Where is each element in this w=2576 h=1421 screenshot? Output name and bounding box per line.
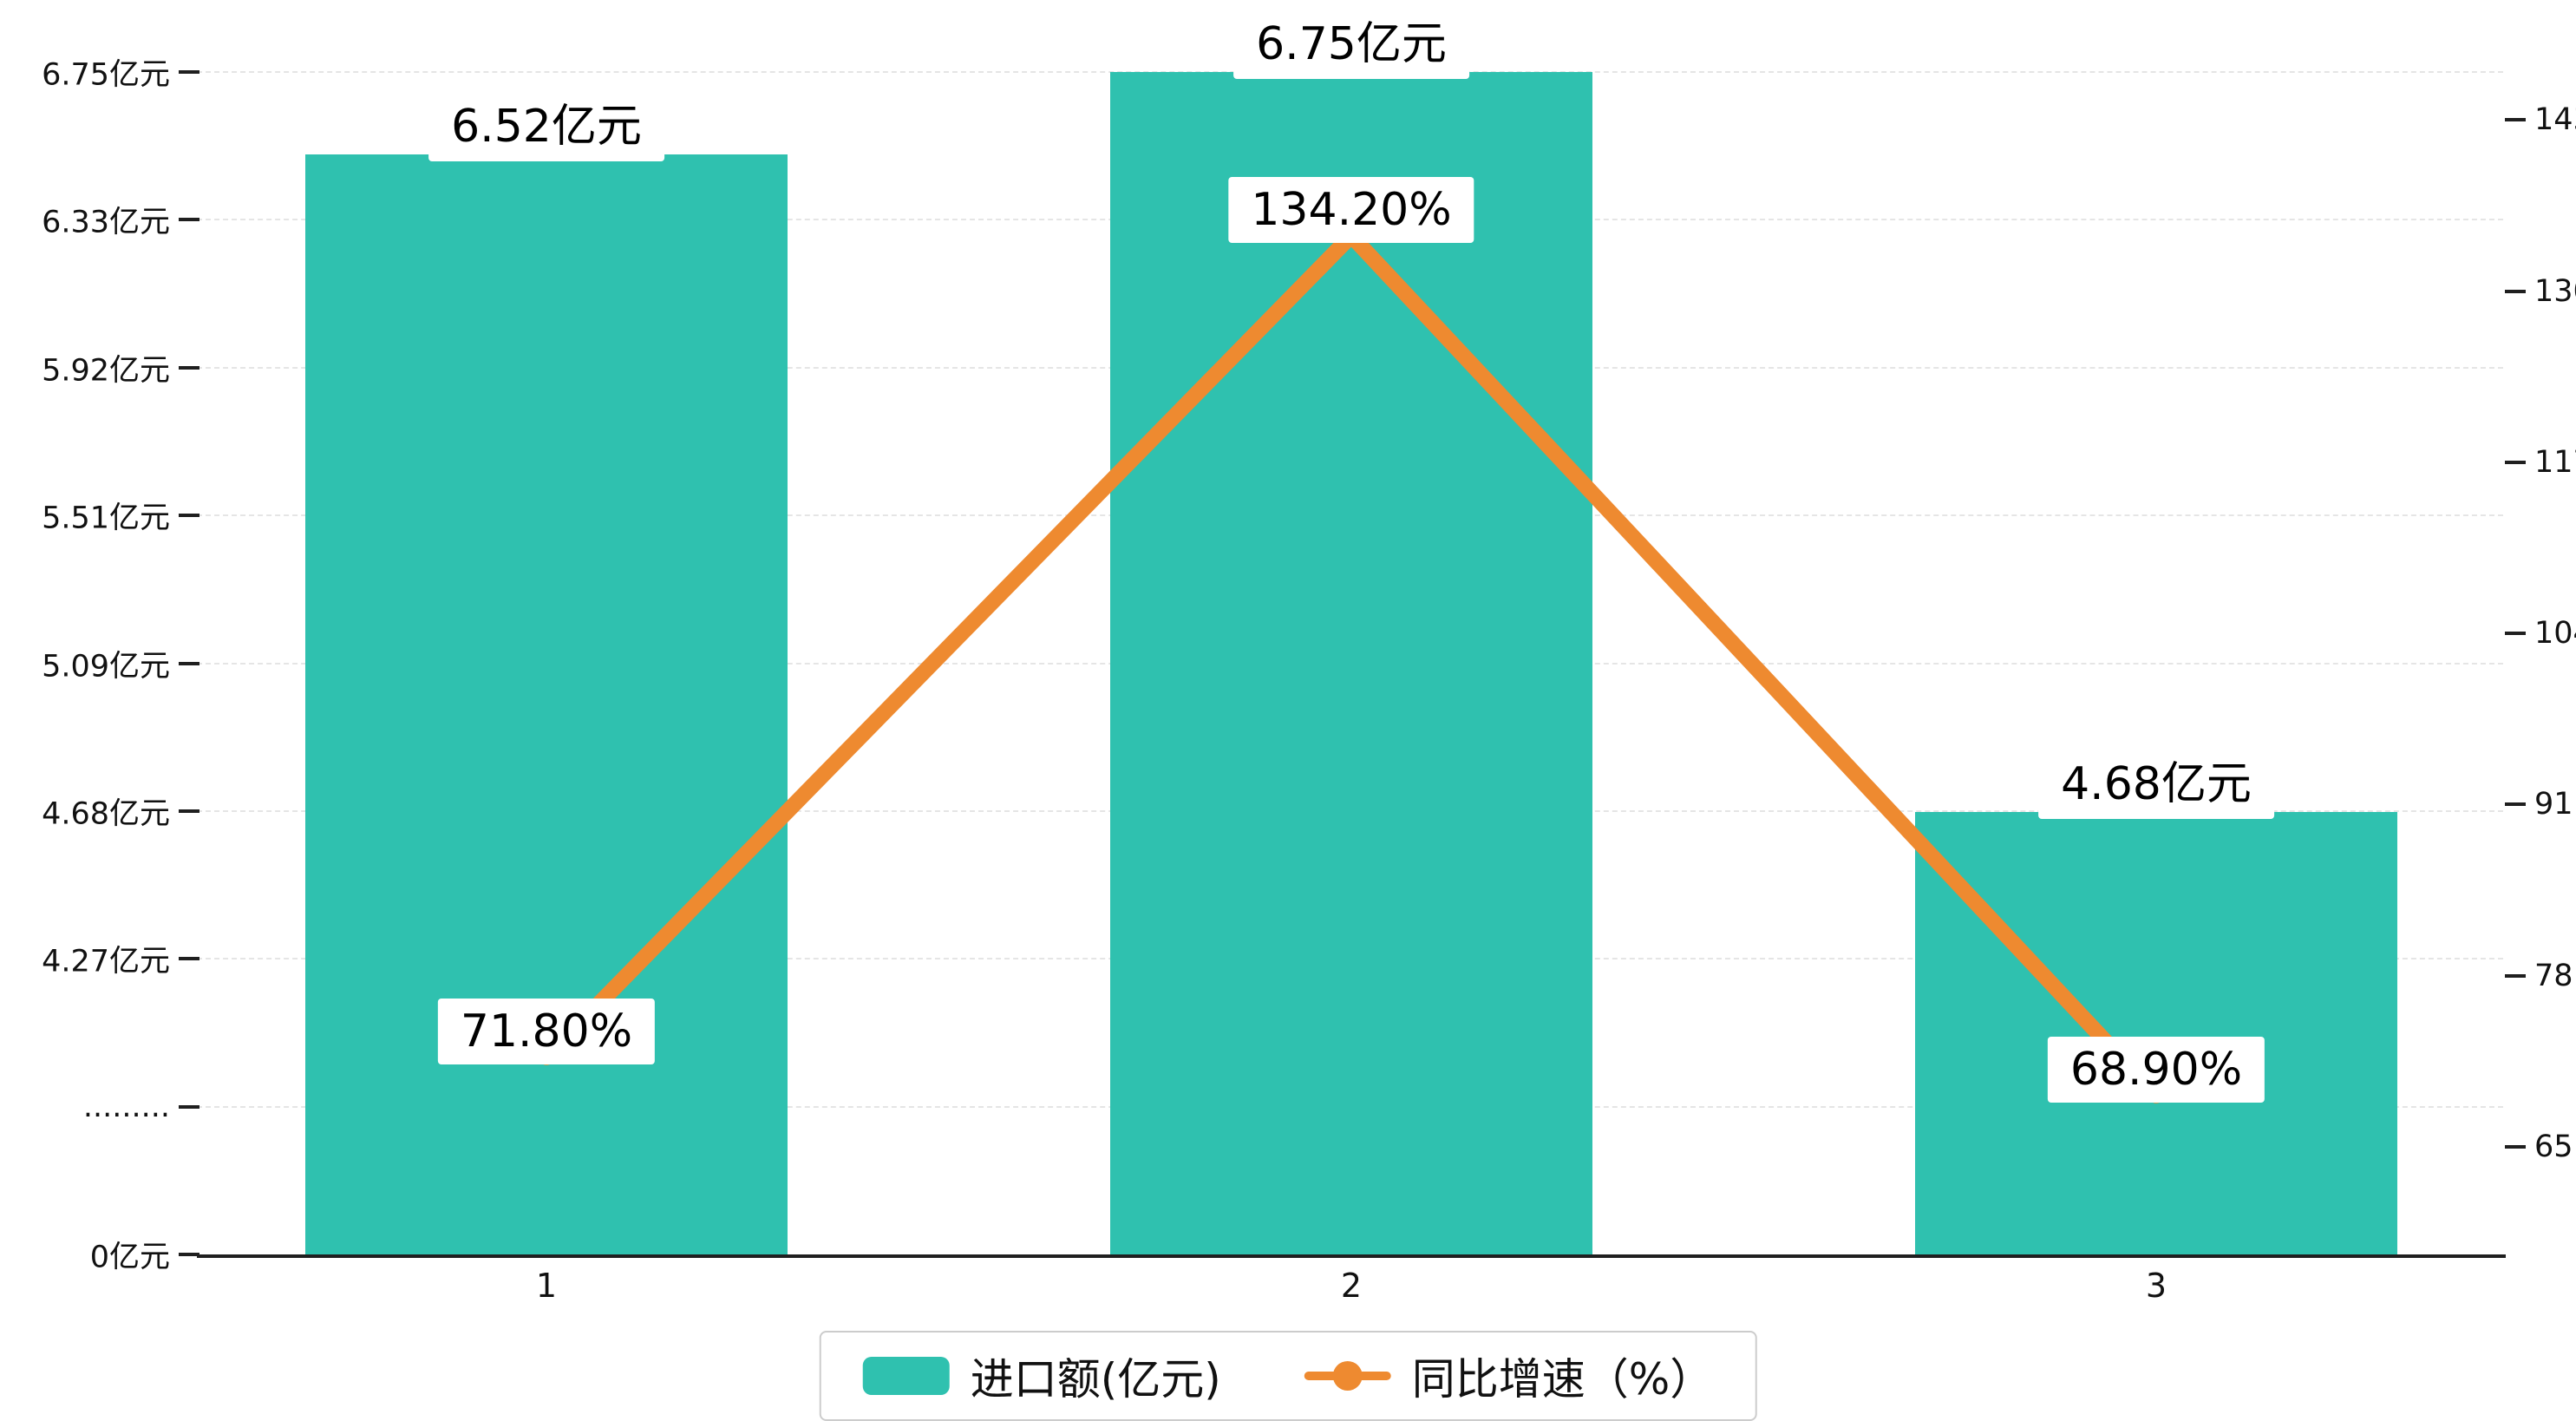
y-axis-left-label: .........: [82, 1089, 170, 1124]
y-axis-tick: [179, 1104, 199, 1109]
bar-value-label: 6.52亿元: [428, 82, 664, 161]
y-axis-right-label: 65: [2534, 1130, 2573, 1164]
y-axis-tick: [2505, 802, 2526, 807]
y-axis-right-label: 117: [2534, 444, 2576, 480]
line-swatch-dot: [1332, 1361, 1363, 1391]
y-axis-right-label: 91: [2534, 787, 2573, 822]
y-axis-right-label: 104: [2534, 616, 2576, 652]
bar-value-label: 4.68亿元: [2038, 740, 2274, 820]
line-series-swatch: [1304, 1361, 1391, 1391]
x-axis-label: 3: [2145, 1267, 2167, 1305]
y-axis-right-label: 143: [2534, 102, 2576, 138]
y-axis-left-label: 5.09亿元: [42, 649, 170, 684]
y-axis-tick: [179, 70, 199, 74]
y-axis-tick: [2505, 973, 2526, 978]
y-axis-tick: [179, 365, 199, 370]
y-axis-tick: [2505, 632, 2526, 636]
y-axis-left-label: 4.27亿元: [42, 944, 170, 979]
y-axis-left-label: 6.75亿元: [42, 57, 170, 93]
line-value-label: 71.80%: [437, 998, 656, 1064]
legend-item-import-amount[interactable]: 进口额(亿元): [862, 1345, 1221, 1407]
line-value-label: 68.90%: [2047, 1036, 2265, 1103]
y-axis-tick: [179, 661, 199, 665]
y-axis-left-label: 0亿元: [89, 1240, 170, 1275]
legend-label: 进口额(亿元): [970, 1354, 1221, 1405]
y-axis-right-label: 78: [2534, 958, 2573, 993]
bar-series-swatch: [862, 1357, 950, 1395]
y-axis-tick: [179, 809, 199, 813]
y-axis-tick: [2505, 460, 2526, 464]
y-axis-tick: [179, 957, 199, 961]
y-axis-tick: [179, 1253, 199, 1256]
legend: 进口额(亿元) 同比增速（%）: [819, 1331, 1757, 1421]
y-axis-left-label: 4.68亿元: [42, 796, 170, 832]
y-axis-left-label: 5.92亿元: [42, 353, 170, 389]
y-axis-tick: [179, 218, 199, 222]
line-value-label: 134.20%: [1228, 176, 1474, 243]
y-axis-tick: [2505, 1145, 2526, 1149]
x-axis-label: 1: [535, 1267, 558, 1305]
y-axis-tick: [2505, 118, 2526, 122]
y-axis-tick: [179, 514, 199, 518]
legend-item-yoy-growth[interactable]: 同比增速（%）: [1304, 1345, 1714, 1407]
x-axis-label: 2: [1340, 1267, 1363, 1305]
y-axis-left-label: 6.33亿元: [42, 205, 170, 240]
y-axis-left-label: 5.51亿元: [42, 501, 170, 536]
legend-label: 同比增速（%）: [1411, 1354, 1714, 1405]
y-axis-tick: [2505, 289, 2526, 293]
x-axis-line: [197, 1254, 2506, 1258]
y-axis-right-label: 130: [2534, 273, 2576, 309]
bar-value-label: 6.75亿元: [1233, 0, 1469, 79]
